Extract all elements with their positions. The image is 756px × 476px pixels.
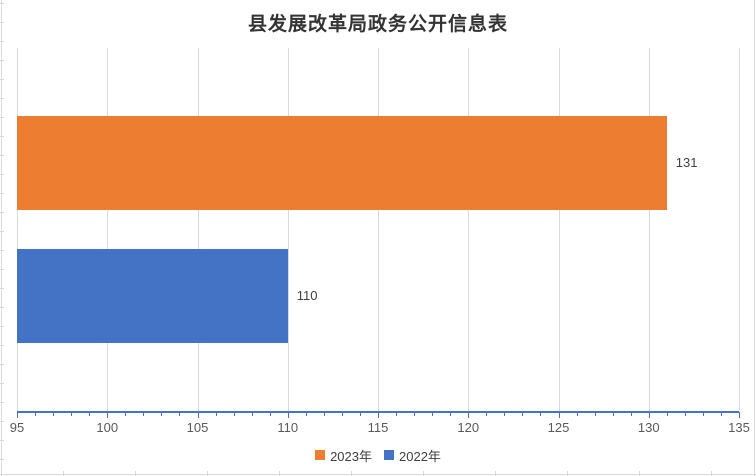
worksheet-bottom-border [0,474,756,475]
bar-data-label: 110 [296,288,318,303]
x-axis-minor-tick [612,412,614,416]
x-axis-minor-tick [522,412,524,416]
major-gridline [558,48,560,411]
x-axis-minor-tick [305,412,307,416]
x-axis-minor-tick [179,412,181,416]
x-axis-minor-tick [89,412,91,416]
x-axis-minor-tick [720,412,722,416]
x-axis-minor-tick [341,412,343,416]
x-axis-minor-tick [432,412,434,416]
x-axis-minor-tick [504,412,506,416]
x-axis-tick-label: 110 [277,420,299,435]
x-axis-minor-tick [414,412,416,416]
x-axis-minor-tick [359,412,361,416]
major-gridline [739,48,740,411]
x-axis-minor-tick [684,412,686,416]
x-axis-minor-tick [323,412,325,416]
major-gridline [17,48,18,411]
x-axis-minor-tick [161,412,163,416]
x-axis-tick-label: 120 [457,420,480,435]
legend-swatch-icon [384,450,394,460]
x-axis-minor-tick [71,412,73,416]
x-axis-major-tick [287,412,289,418]
x-axis-minor-tick [53,412,55,416]
legend-label: 2023年 [330,448,372,464]
x-axis-tick-label: 95 [9,420,25,435]
x-axis-line [17,411,739,413]
x-axis-tick-label: 130 [637,420,660,435]
x-axis-major-tick [197,412,199,418]
x-axis-minor-tick [594,412,596,416]
x-axis-minor-tick [215,412,217,416]
worksheet-row-gridlines [0,3,4,476]
x-axis-minor-tick [540,412,542,416]
x-axis-minor-tick [35,412,37,416]
x-axis-tick-label: 125 [547,420,570,435]
major-gridline [468,48,470,411]
x-axis-tick-label: 105 [186,420,209,435]
x-axis-minor-tick [396,412,398,416]
worksheet-left-border [1,0,2,476]
x-axis-major-tick [17,412,18,418]
legend: 2023年 2022年 [0,445,756,465]
bar-2023年 [17,116,667,210]
x-axis-minor-tick [233,412,235,416]
x-axis-minor-tick [450,412,452,416]
x-axis-minor-tick [576,412,578,416]
x-axis-minor-tick [486,412,488,416]
x-axis-minor-tick [269,412,271,416]
legend-item: 2023年 [315,446,372,465]
chart-title: 县发展改革局政务公开信息表 [247,14,508,35]
x-axis-minor-tick [143,412,145,416]
bar-2022年 [17,249,288,343]
legend-swatch-icon [315,450,326,460]
major-gridline [287,48,289,411]
x-axis-minor-tick [702,412,704,416]
worksheet-column-gridlines [63,471,753,476]
x-axis-major-tick [739,412,740,418]
x-axis-major-tick [378,412,379,418]
x-axis-minor-tick [251,412,253,416]
x-axis-minor-tick [666,412,668,416]
x-axis-major-tick [107,412,109,418]
worksheet-right-border [754,0,755,476]
x-axis-tick-label: 135 [728,420,750,435]
major-gridline [378,48,379,411]
x-axis-major-tick [558,412,560,418]
legend-item: 2022年 [384,446,441,465]
x-axis-minor-tick [630,412,632,416]
legend-label: 2022年 [399,448,441,464]
bar-data-label: 131 [675,155,698,170]
major-gridline [107,48,109,411]
major-gridline [197,48,199,411]
x-axis-tick-label: 100 [96,420,119,435]
x-axis-major-tick [468,412,470,418]
major-gridline [648,48,650,411]
x-axis-minor-tick [125,412,127,416]
x-axis-tick-label: 115 [367,420,389,435]
x-axis-major-tick [648,412,650,418]
